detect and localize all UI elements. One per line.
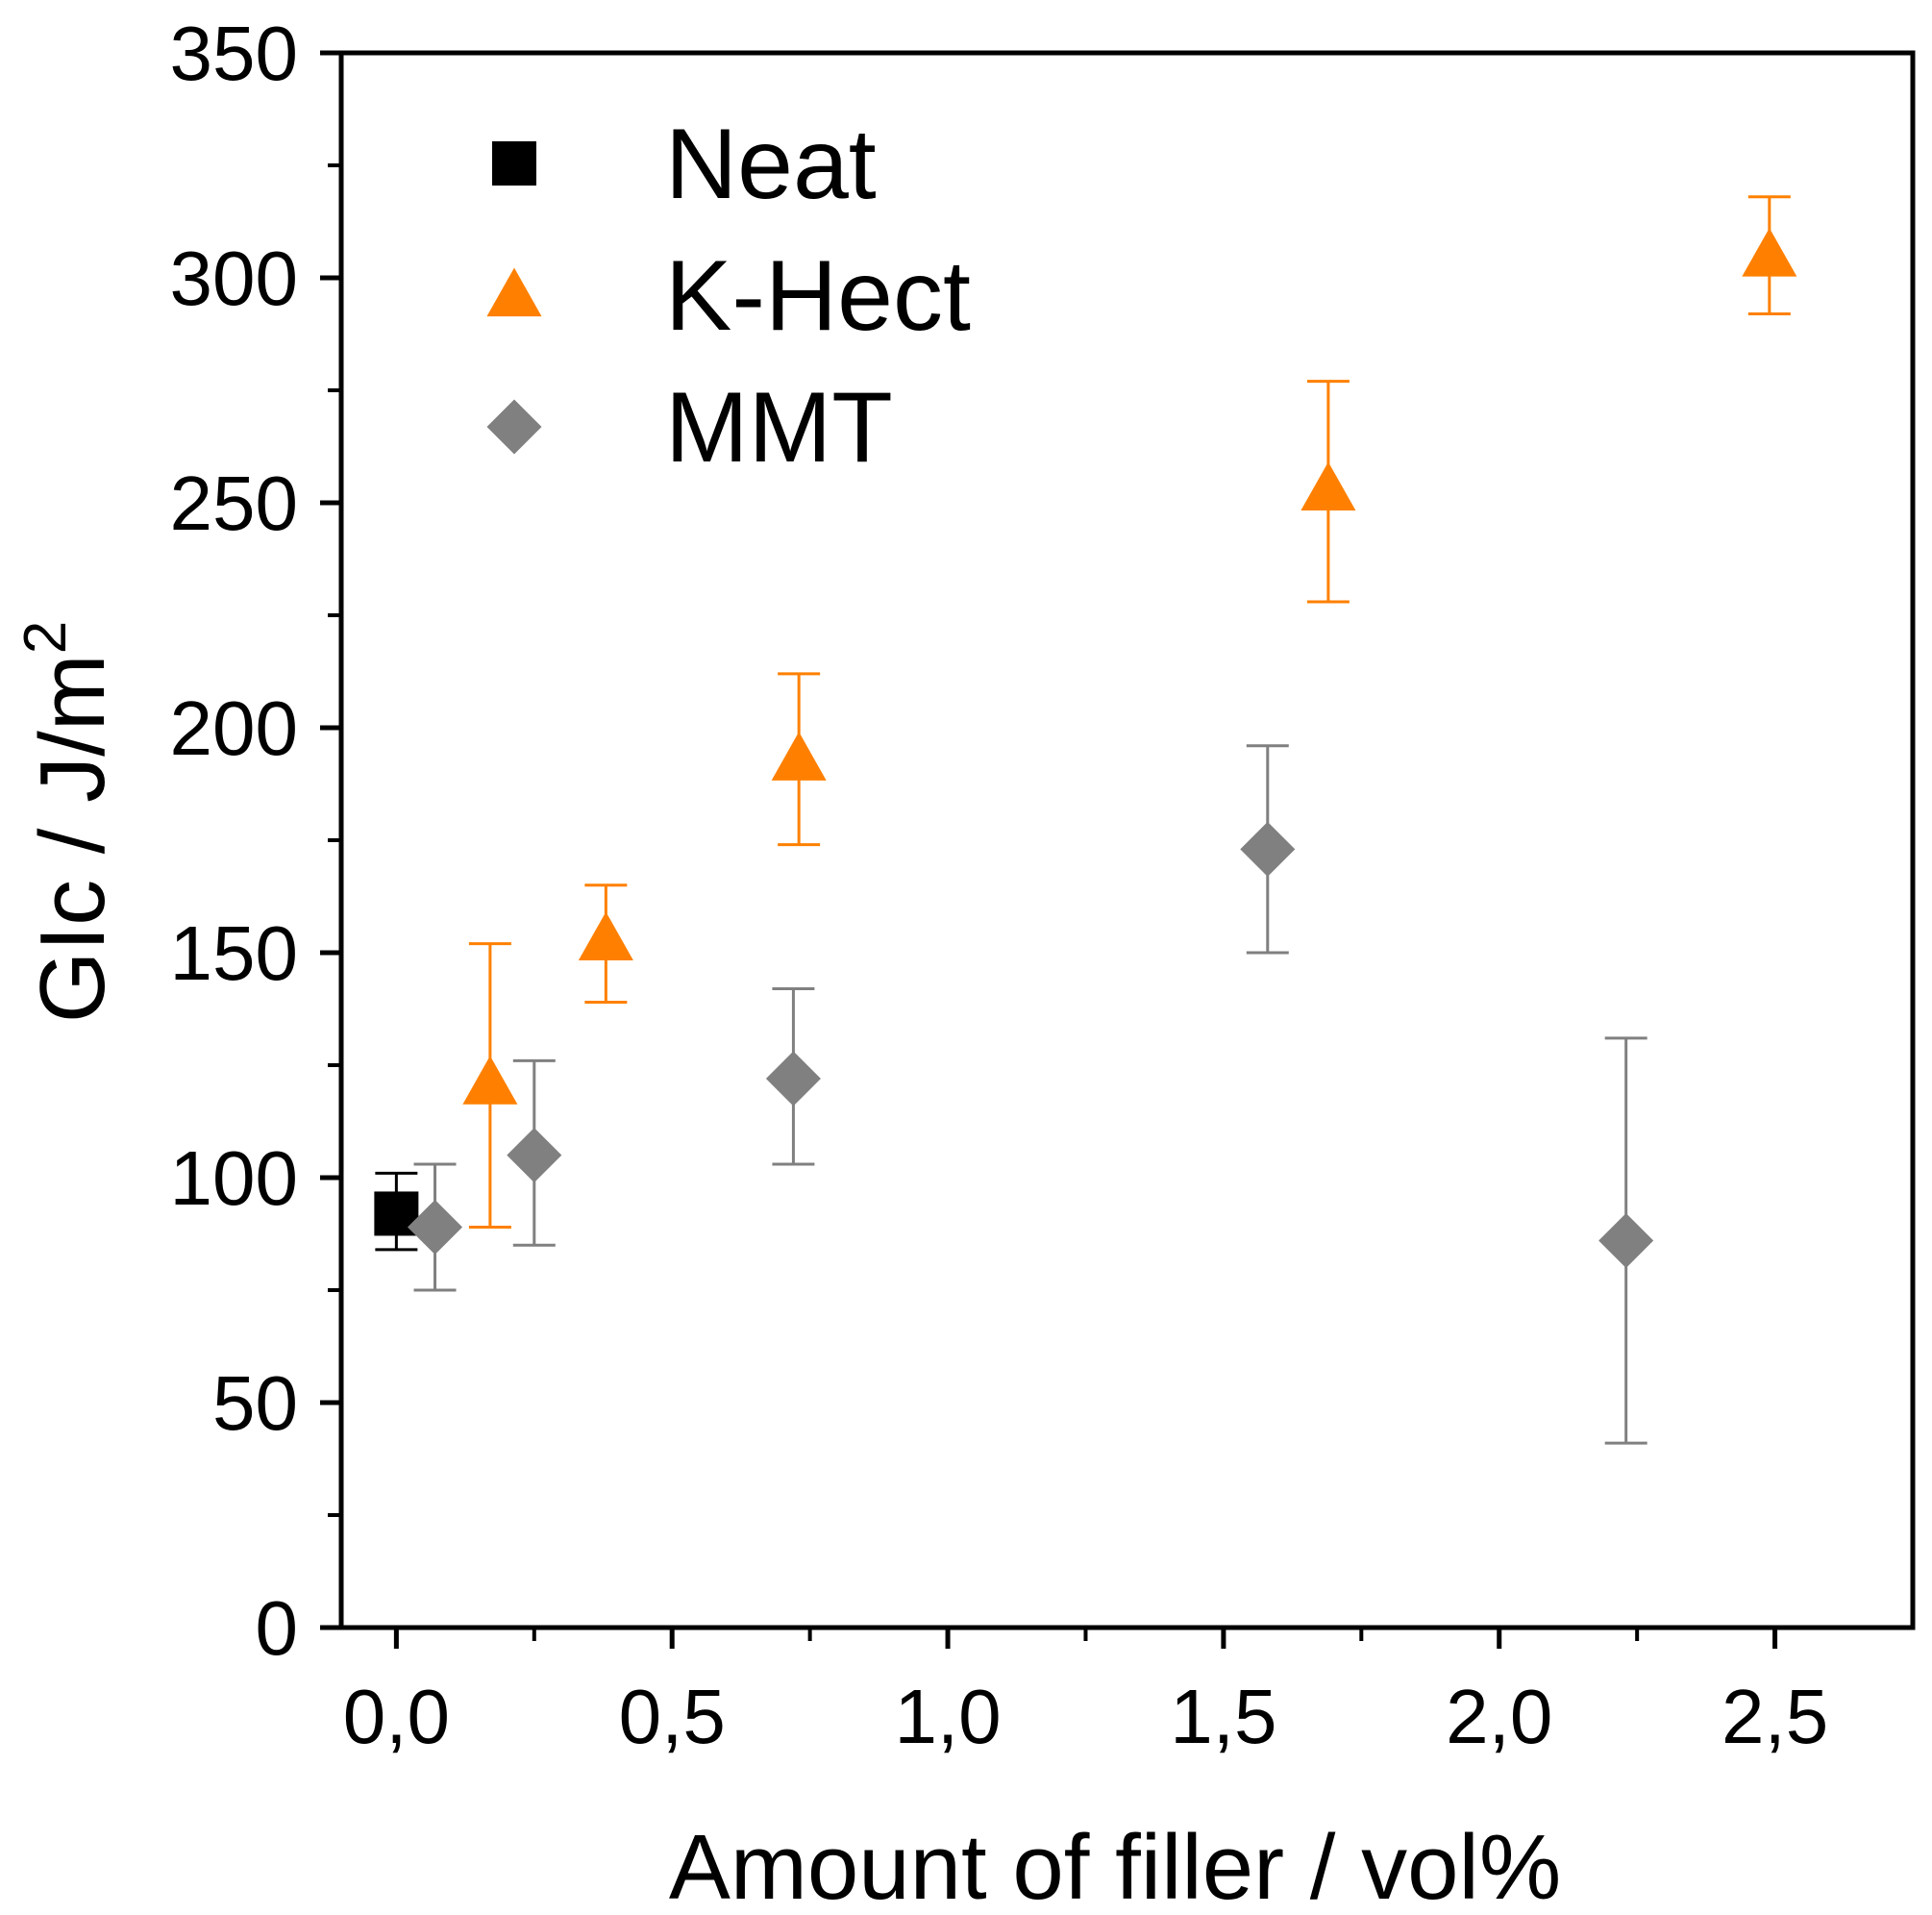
legend-marker-k-hect [486,267,542,317]
x-tick-label: 1,0 [894,1674,1001,1759]
x-tick-label: 2,5 [1721,1674,1828,1759]
y-tick-label: 300 [170,236,298,321]
y-tick-label: 0 [256,1585,299,1671]
legend-marker-mmt [486,399,542,455]
y-tick-label: 250 [170,460,298,546]
y-axis-title-superscript: 2 [12,621,79,654]
mmt-point [507,1128,562,1183]
y-tick-label: 50 [212,1360,298,1446]
x-tick-label: 1,5 [1170,1674,1276,1759]
y-axis-title-main: GIc / J/m [21,654,124,1023]
k-hect-point [1742,228,1797,277]
y-tick-label: 150 [170,910,298,996]
legend-label-mmt: MMT [665,372,893,484]
x-tick-label: 0,5 [619,1674,726,1759]
x-tick-label: 2,0 [1446,1674,1552,1759]
y-axis-title: GIc / J/m2 [12,621,124,1023]
x-tick-label: 0,0 [343,1674,450,1759]
y-tick-label: 350 [170,11,298,96]
y-tick-label: 200 [170,685,298,771]
mmt-point [765,1051,821,1107]
k-hect-point [1300,461,1356,511]
legend-label-k-hect: K-Hect [665,240,971,352]
mmt-point [1598,1213,1654,1269]
k-hect-point [771,732,827,781]
legend: Neat K-Hect MMT [486,109,971,484]
legend-marker-neat [492,141,536,186]
x-axis-title: Amount of filler / vol% [669,1816,1561,1910]
chart-axes: 0,0 0,5 1,0 1,5 2,0 2,5 0 50 100 150 200 250 300 350 [170,11,1916,1759]
mmt-point [408,1199,463,1255]
mmt-point [1240,821,1296,877]
k-hect-point [578,911,633,961]
legend-label-neat: Neat [665,109,877,220]
plot-frame [338,50,1916,1630]
y-tick-label: 100 [170,1135,298,1221]
k-hect-point [462,1056,518,1105]
chart-marks [374,195,1797,1445]
